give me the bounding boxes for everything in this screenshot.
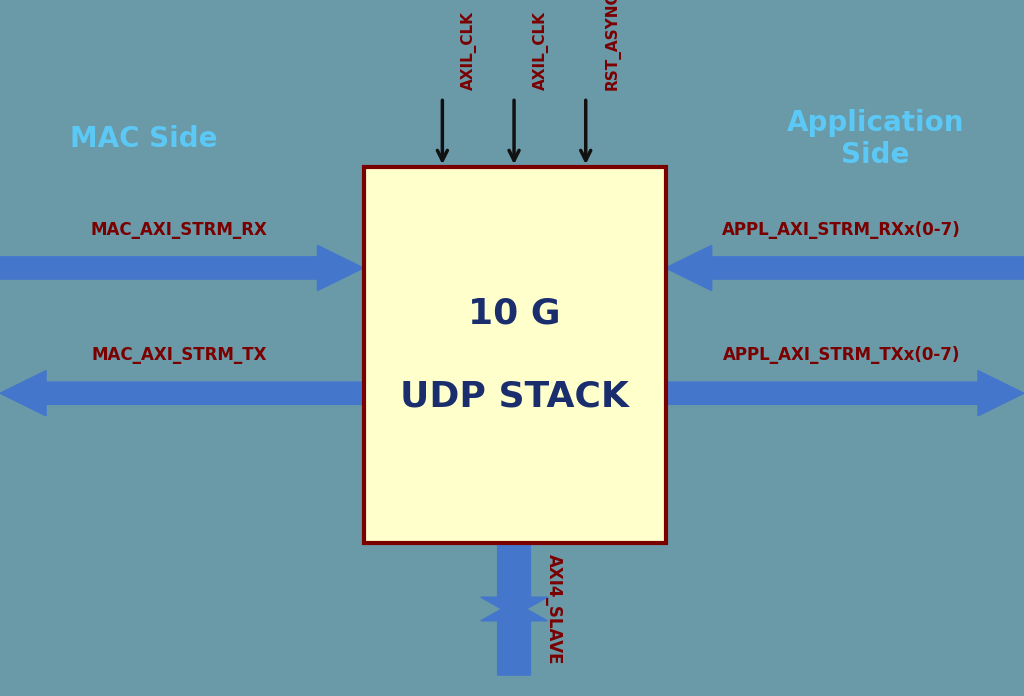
Text: APPL_AXI_STRM_TXx(0-7): APPL_AXI_STRM_TXx(0-7) <box>723 346 961 364</box>
FancyArrow shape <box>0 246 364 291</box>
FancyArrow shape <box>666 370 1024 416</box>
Text: APPL_AXI_STRM_RXx(0-7): APPL_AXI_STRM_RXx(0-7) <box>722 221 962 239</box>
Bar <box>364 167 666 543</box>
Text: Application
Side: Application Side <box>786 109 965 169</box>
Text: AXIL_CLK: AXIL_CLK <box>532 12 549 90</box>
Text: UDP STACK: UDP STACK <box>400 380 629 413</box>
FancyArrow shape <box>481 543 547 616</box>
Text: MAC Side: MAC Side <box>70 125 217 153</box>
FancyArrow shape <box>481 602 547 675</box>
Text: 10 G: 10 G <box>468 296 561 330</box>
Text: AXIL_CLK: AXIL_CLK <box>461 12 477 90</box>
Text: AXI4_SLAVE: AXI4_SLAVE <box>545 554 563 664</box>
FancyArrow shape <box>666 246 1024 291</box>
Text: RST_ASYNC: RST_ASYNC <box>604 0 621 90</box>
Text: MAC_AXI_STRM_TX: MAC_AXI_STRM_TX <box>91 346 267 364</box>
Text: MAC_AXI_STRM_RX: MAC_AXI_STRM_RX <box>91 221 267 239</box>
FancyArrow shape <box>0 370 364 416</box>
